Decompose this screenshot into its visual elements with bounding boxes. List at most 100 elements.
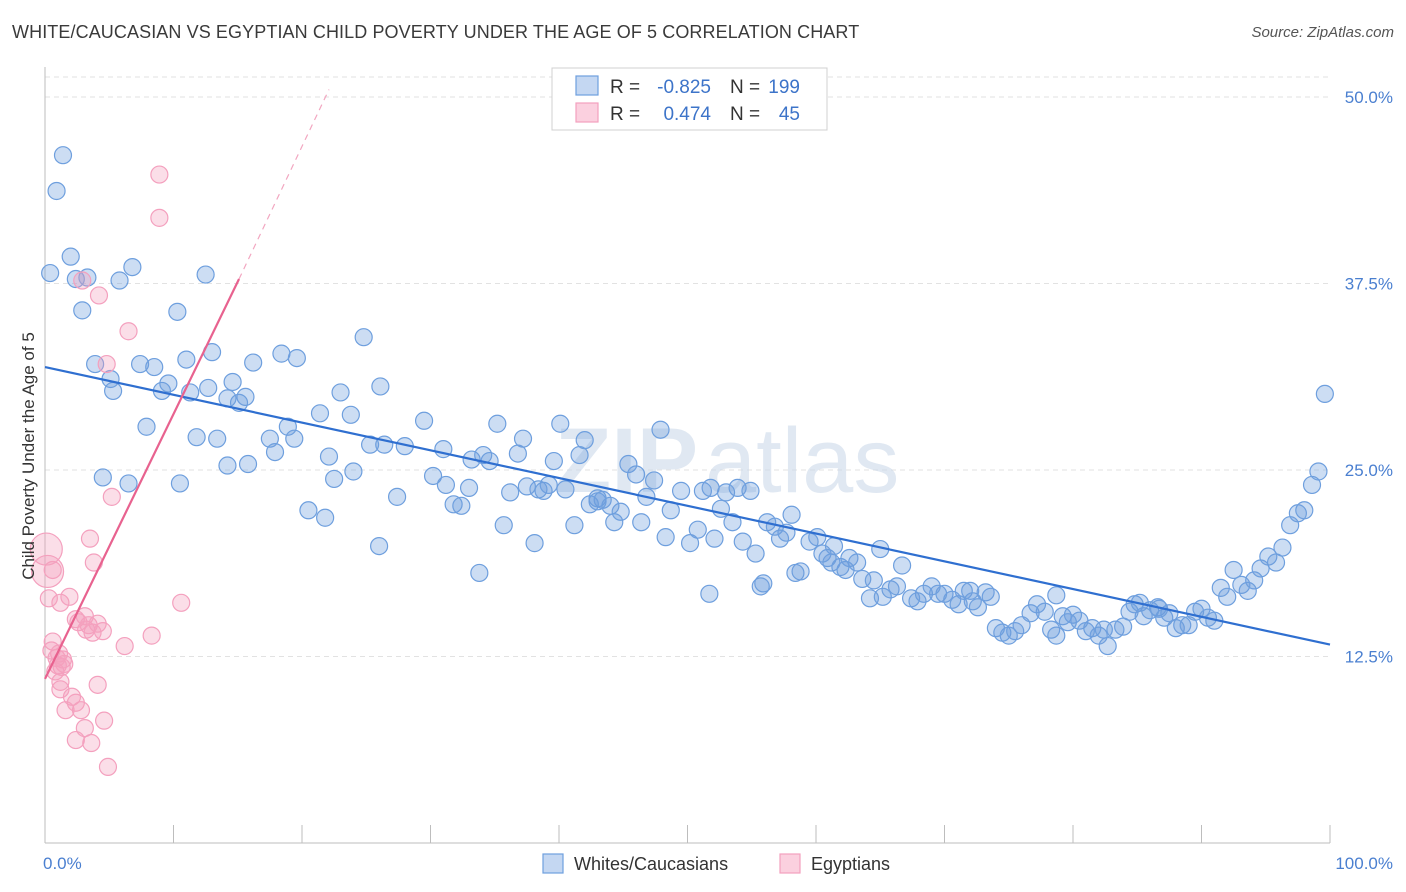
y-tick-label-0: 12.5%: [1345, 648, 1393, 667]
point-whites-203: [873, 587, 892, 606]
point-whites-75: [565, 516, 584, 535]
point-whites-73: [551, 414, 570, 433]
point-whites-204: [961, 581, 980, 600]
point-egyptians-4: [119, 322, 138, 341]
point-whites-46: [361, 435, 380, 454]
trend-lines: [44, 89, 1331, 680]
point-whites-191: [1295, 501, 1314, 520]
point-whites-129: [892, 556, 912, 575]
point-whites-63: [488, 414, 507, 433]
point-whites-85: [626, 465, 646, 484]
point-whites-100: [723, 513, 742, 532]
point-whites-41: [310, 404, 330, 423]
point-whites-13: [104, 381, 123, 401]
y-tick-label-2: 37.5%: [1345, 275, 1393, 294]
point-whites-33: [265, 442, 285, 462]
point-whites-6: [110, 271, 129, 290]
point-egyptians-5: [97, 354, 116, 374]
point-whites-128: [887, 577, 907, 596]
point-egyptians-46: [29, 532, 63, 566]
point-egyptians-14: [172, 593, 191, 612]
point-whites-150: [1035, 602, 1054, 621]
point-whites-52: [316, 508, 335, 527]
point-whites-194: [1315, 384, 1334, 404]
point-whites-72: [544, 451, 563, 471]
point-whites-181: [1224, 560, 1243, 580]
point-whites-1: [47, 181, 66, 201]
point-whites-201: [525, 534, 544, 553]
point-whites-94: [688, 520, 707, 539]
stats-n-value-whites: 199: [768, 77, 800, 98]
point-whites-149: [1027, 595, 1047, 614]
point-whites-142: [981, 587, 1000, 606]
stats-r-value-whites: -0.825: [657, 77, 711, 98]
point-whites-70: [534, 481, 553, 500]
point-whites-173: [1173, 616, 1192, 635]
point-egyptians-11: [39, 589, 58, 608]
point-egyptians-39: [56, 701, 75, 720]
point-whites-24: [272, 344, 291, 363]
point-whites-88: [644, 471, 664, 490]
point-whites-200: [470, 563, 489, 583]
point-whites-183: [1238, 581, 1257, 600]
point-egyptians-22: [93, 622, 112, 641]
point-whites-158: [1083, 619, 1102, 638]
y-tick-label-1: 25.0%: [1345, 461, 1393, 480]
point-whites-206: [1047, 586, 1066, 605]
series-legend: Whites/Caucasians Egyptians: [542, 853, 890, 874]
point-whites-18: [177, 350, 196, 369]
point-whites-4: [66, 269, 85, 289]
point-whites-0: [53, 146, 73, 165]
point-whites-159: [1089, 626, 1108, 645]
legend-label-whites: Whites/Caucasians: [574, 854, 728, 874]
point-egyptians-0: [150, 165, 169, 184]
point-whites-2: [61, 247, 80, 266]
point-whites-105: [751, 577, 770, 596]
stats-swatch-whites: [575, 75, 599, 96]
point-whites-198: [93, 468, 112, 487]
point-whites-161: [1098, 636, 1117, 656]
point-whites-32: [260, 429, 279, 448]
point-whites-7: [123, 257, 142, 277]
point-whites-27: [137, 417, 156, 436]
point-whites-132: [914, 584, 934, 603]
point-egyptians-2: [73, 271, 92, 290]
point-whites-53: [299, 501, 318, 520]
point-egyptians-9: [43, 560, 62, 580]
point-egyptians-6: [102, 487, 121, 506]
point-egyptians-41: [95, 711, 114, 730]
point-whites-25: [287, 349, 306, 368]
point-whites-188: [1273, 538, 1292, 557]
point-whites-3: [41, 263, 60, 283]
point-whites-29: [208, 429, 227, 448]
point-whites-57: [436, 475, 456, 495]
point-whites-28: [187, 428, 206, 447]
point-whites-38: [354, 328, 373, 347]
point-whites-74: [556, 480, 575, 499]
point-whites-64: [494, 516, 513, 535]
point-whites-15: [145, 357, 164, 377]
stats-r-value-egyptians: 0.474: [663, 104, 711, 125]
point-whites-123: [853, 569, 872, 589]
point-whites-151: [1042, 620, 1061, 639]
point-whites-5: [78, 268, 97, 287]
watermark: ZIP atlas: [555, 410, 899, 512]
point-whites-59: [459, 478, 479, 498]
point-egyptians-24: [142, 626, 161, 645]
point-whites-82: [605, 513, 624, 532]
point-whites-9: [73, 301, 92, 320]
point-whites-104: [746, 544, 765, 563]
stats-n-label-egyptians: N =: [730, 104, 760, 125]
point-whites-114: [808, 528, 827, 547]
point-egyptians-44: [82, 733, 101, 753]
x-tick-label-1: 100.0%: [1335, 854, 1393, 873]
legend-swatch-egyptians: [779, 853, 801, 874]
trend-line-egyptians-extension: [238, 89, 330, 280]
tick-labels: 12.5% 25.0% 37.5% 50.0% 0.0% 100.0%: [43, 88, 1393, 873]
point-whites-58: [452, 496, 471, 515]
x-tick-label-0: 0.0%: [43, 854, 82, 873]
point-whites-43: [319, 447, 339, 466]
y-axis-label: Child Poverty Under the Age of 5: [19, 332, 38, 580]
point-whites-45: [344, 462, 363, 481]
